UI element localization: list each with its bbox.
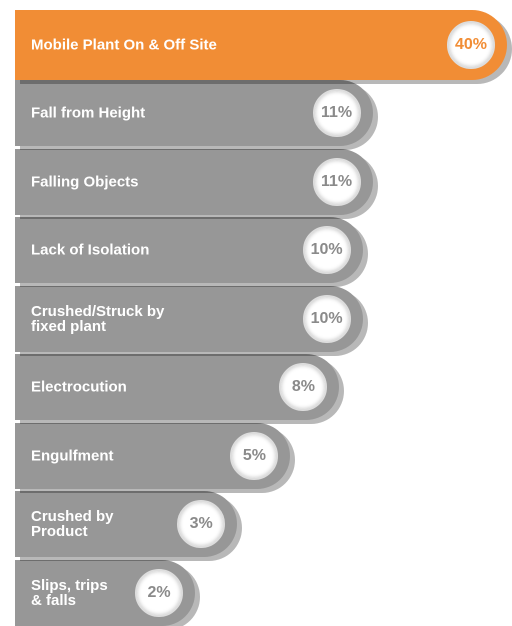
- bar: Crushed by Product 3%: [15, 491, 238, 557]
- value-label: 11%: [312, 157, 361, 206]
- bar-label: Mobile Plant On & Off Site: [31, 36, 217, 54]
- value-label: 10%: [302, 226, 351, 274]
- bar: Falling Objects 11%: [15, 148, 373, 215]
- bar: Fall from Height 11%: [15, 80, 373, 146]
- bar-label: Falling Objects: [31, 173, 139, 190]
- bar-label: Crushed/Struck by fixed plant: [31, 302, 165, 335]
- bar: Engulfment 5%: [15, 422, 291, 489]
- bar-label: Slips, trips & falls: [31, 576, 108, 609]
- value-label: 5%: [230, 431, 279, 480]
- bar-label: Fall from Height: [31, 104, 146, 122]
- bar-label: Electrocution: [31, 378, 127, 396]
- bar: Lack of Isolation 10%: [15, 217, 363, 283]
- value-label: 3%: [177, 500, 226, 548]
- value-label: 2%: [135, 568, 183, 617]
- value-label: 11%: [312, 89, 361, 137]
- bar-label: Crushed by Product: [31, 508, 114, 540]
- value-label: 8%: [279, 363, 328, 411]
- bar: Crushed/Struck by fixed plant 10%: [15, 285, 363, 352]
- value-label: 40%: [447, 21, 495, 69]
- bar-label: Engulfment: [31, 447, 114, 464]
- bar: Slips, trips & falls 2%: [15, 559, 195, 626]
- value-label: 10%: [302, 294, 351, 343]
- bar: Mobile Plant On & Off Site 40%: [15, 10, 507, 80]
- bar: Electrocution 8%: [15, 354, 340, 420]
- bar-label: Lack of Isolation: [31, 241, 150, 259]
